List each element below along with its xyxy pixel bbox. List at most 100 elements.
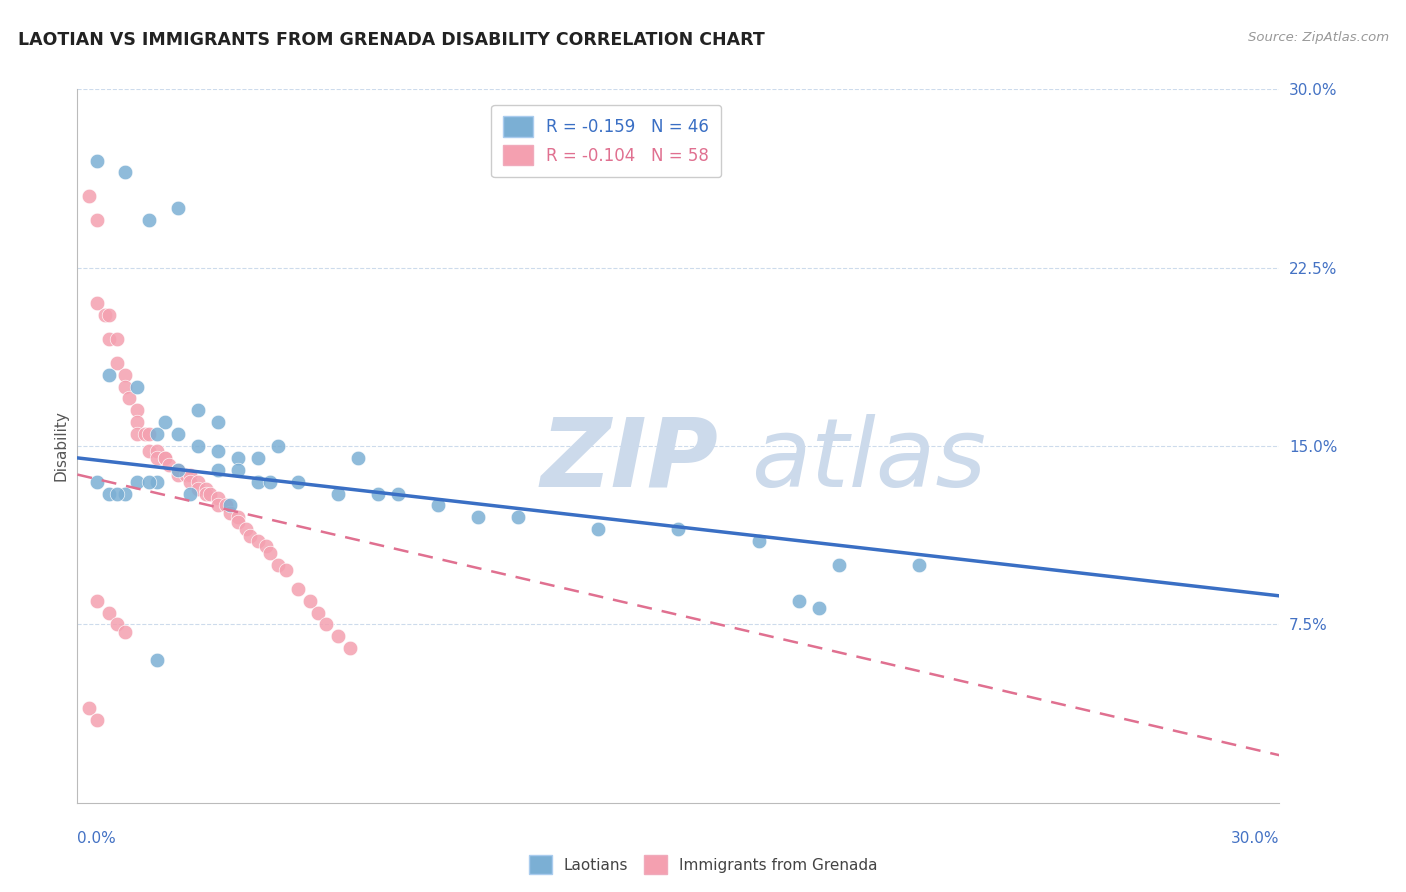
Point bbox=[207, 443, 229, 458]
Point bbox=[127, 379, 149, 393]
Point bbox=[226, 510, 249, 524]
Point bbox=[267, 439, 290, 453]
Point bbox=[186, 403, 209, 417]
Point bbox=[326, 486, 349, 500]
Point bbox=[114, 165, 136, 179]
Point bbox=[267, 558, 290, 572]
Point bbox=[98, 486, 121, 500]
Point bbox=[138, 213, 160, 227]
Legend: Laotians, Immigrants from Grenada: Laotians, Immigrants from Grenada bbox=[523, 849, 883, 880]
Text: LAOTIAN VS IMMIGRANTS FROM GRENADA DISABILITY CORRELATION CHART: LAOTIAN VS IMMIGRANTS FROM GRENADA DISAB… bbox=[18, 31, 765, 49]
Point bbox=[207, 491, 229, 506]
Point bbox=[179, 475, 201, 489]
Point bbox=[218, 506, 240, 520]
Point bbox=[787, 593, 810, 607]
Point bbox=[146, 475, 169, 489]
Point bbox=[508, 510, 530, 524]
Point bbox=[146, 450, 169, 465]
Point bbox=[218, 499, 240, 513]
Point bbox=[174, 467, 197, 482]
Point bbox=[214, 499, 236, 513]
Point bbox=[298, 593, 321, 607]
Point bbox=[114, 368, 136, 382]
Point bbox=[748, 534, 770, 549]
Point bbox=[155, 450, 177, 465]
Point bbox=[127, 403, 149, 417]
Point bbox=[134, 427, 156, 442]
Point bbox=[98, 308, 121, 322]
Point bbox=[166, 463, 188, 477]
Point bbox=[207, 463, 229, 477]
Point bbox=[246, 450, 269, 465]
Point bbox=[94, 308, 117, 322]
Point bbox=[427, 499, 450, 513]
Point bbox=[86, 296, 108, 310]
Point bbox=[339, 641, 361, 656]
Point bbox=[307, 606, 329, 620]
Point bbox=[98, 368, 121, 382]
Point bbox=[86, 593, 108, 607]
Point bbox=[179, 486, 201, 500]
Text: ZIP: ZIP bbox=[540, 414, 718, 507]
Point bbox=[79, 189, 101, 203]
Text: 30.0%: 30.0% bbox=[1232, 831, 1279, 846]
Point bbox=[107, 486, 129, 500]
Point bbox=[107, 617, 129, 632]
Point bbox=[226, 463, 249, 477]
Point bbox=[239, 529, 262, 543]
Point bbox=[186, 475, 209, 489]
Point bbox=[138, 443, 160, 458]
Point bbox=[107, 356, 129, 370]
Legend: R = -0.159   N = 46, R = -0.104   N = 58: R = -0.159 N = 46, R = -0.104 N = 58 bbox=[492, 104, 721, 177]
Point bbox=[138, 427, 160, 442]
Point bbox=[387, 486, 409, 500]
Point bbox=[828, 558, 851, 572]
Point bbox=[315, 617, 337, 632]
Point bbox=[259, 546, 281, 560]
Point bbox=[146, 427, 169, 442]
Point bbox=[807, 600, 830, 615]
Point bbox=[114, 379, 136, 393]
Point bbox=[98, 332, 121, 346]
Point bbox=[274, 563, 297, 577]
Point bbox=[166, 427, 188, 442]
Point bbox=[246, 534, 269, 549]
Point bbox=[908, 558, 931, 572]
Point bbox=[186, 482, 209, 496]
Point bbox=[207, 499, 229, 513]
Point bbox=[166, 463, 188, 477]
Point bbox=[107, 332, 129, 346]
Point bbox=[155, 415, 177, 429]
Text: 0.0%: 0.0% bbox=[77, 831, 117, 846]
Point bbox=[194, 482, 217, 496]
Point bbox=[127, 427, 149, 442]
Point bbox=[127, 415, 149, 429]
Point bbox=[198, 486, 221, 500]
Point bbox=[79, 700, 101, 714]
Point bbox=[146, 653, 169, 667]
Point bbox=[166, 467, 188, 482]
Point bbox=[467, 510, 489, 524]
Point bbox=[166, 463, 188, 477]
Point bbox=[98, 606, 121, 620]
Point bbox=[259, 475, 281, 489]
Point bbox=[326, 629, 349, 643]
Point bbox=[588, 522, 610, 536]
Point bbox=[287, 475, 309, 489]
Point bbox=[186, 439, 209, 453]
Point bbox=[86, 213, 108, 227]
Point bbox=[166, 201, 188, 215]
Point bbox=[287, 582, 309, 596]
Point bbox=[114, 486, 136, 500]
Point bbox=[347, 450, 370, 465]
Point bbox=[194, 486, 217, 500]
Point bbox=[668, 522, 690, 536]
Y-axis label: Disability: Disability bbox=[53, 410, 69, 482]
Point bbox=[138, 475, 160, 489]
Point bbox=[179, 467, 201, 482]
Point bbox=[207, 415, 229, 429]
Point bbox=[114, 624, 136, 639]
Point bbox=[226, 515, 249, 529]
Point bbox=[127, 475, 149, 489]
Point bbox=[367, 486, 389, 500]
